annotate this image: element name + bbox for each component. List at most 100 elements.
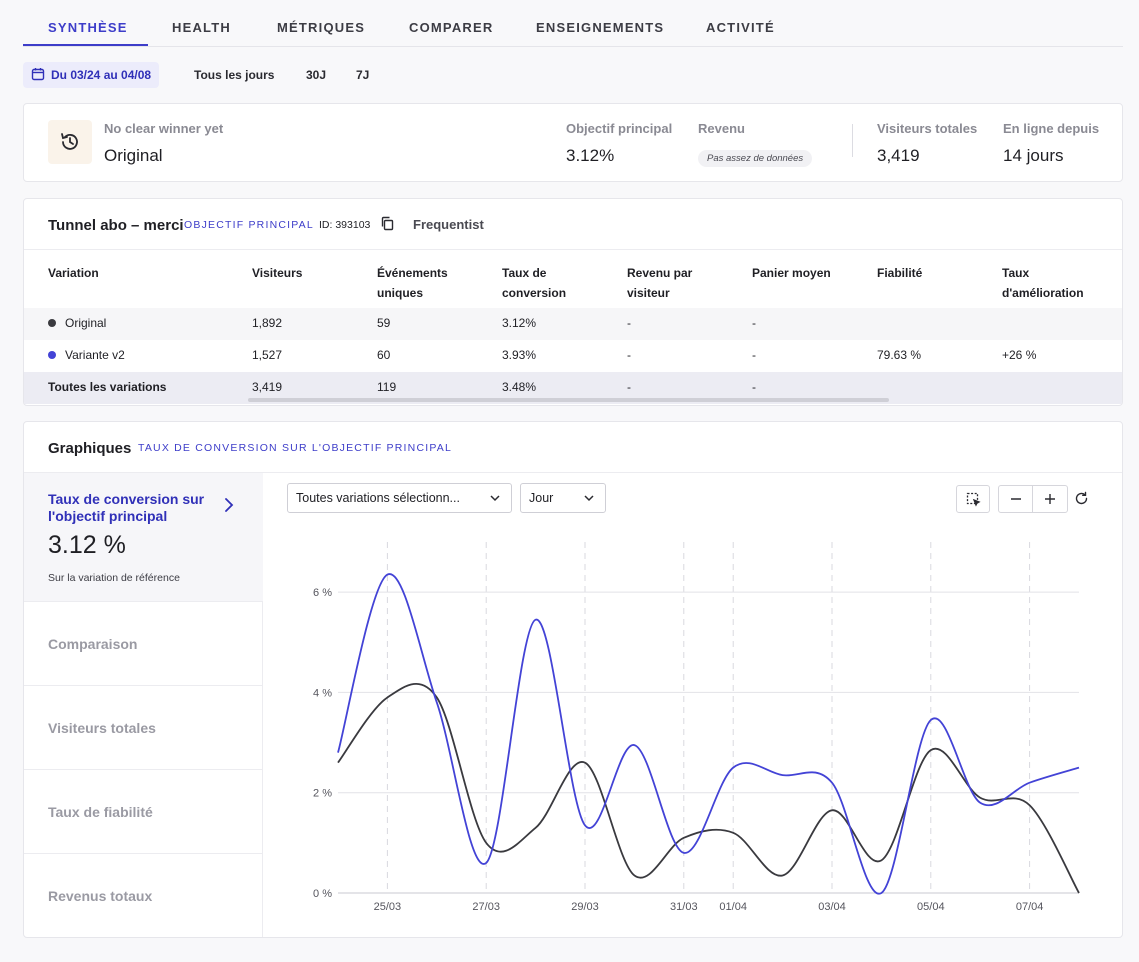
metric-conversion-rate[interactable]: Taux de conversion sur l'objectif princi… [24, 473, 263, 602]
objective-label: Objectif principal [566, 121, 673, 136]
reliability-cell: 79.63 % [877, 348, 922, 362]
refresh-icon[interactable] [1074, 491, 1089, 511]
x-tick-label: 25/03 [374, 901, 402, 913]
col-conversion-rate: Taux de conversion [502, 266, 567, 300]
y-tick-label: 4 % [313, 687, 332, 699]
chevron-right-icon [224, 497, 234, 518]
tab-enseignements[interactable]: ENSEIGNEMENTS [536, 20, 665, 35]
goal-header: Tunnel abo – merci OBJECTIF PRINCIPAL ID… [24, 199, 1122, 250]
metric-label: Comparaison [48, 636, 138, 652]
series-dot [48, 351, 56, 359]
variation-select[interactable]: Toutes variations sélectionn... [287, 483, 512, 513]
date-range-button[interactable]: Du 03/24 au 04/08 [23, 62, 160, 88]
tab-synthese[interactable]: SYNTHÈSE [48, 20, 128, 35]
y-tick-label: 6 % [313, 587, 332, 599]
basket-cell: - [752, 316, 756, 330]
improvement-cell: +26 % [1002, 348, 1037, 362]
summary-card: No clear winner yet Original Objectif pr… [23, 103, 1123, 182]
variation-cell: Original [48, 316, 106, 330]
metric-total-revenue[interactable]: Revenus totaux [24, 854, 263, 937]
col-revenue-per-visitor: Revenu par visiteur [627, 266, 693, 300]
date-range-label: Du 03/24 au 04/08 [51, 68, 152, 82]
metric-reliability[interactable]: Taux de fiabilité [24, 770, 263, 854]
x-tick-label: 05/04 [917, 901, 945, 913]
range-7-days[interactable]: 7J [356, 68, 370, 82]
col-unique-events: Événements uniques [377, 266, 448, 300]
x-tick-label: 07/04 [1016, 901, 1044, 913]
x-tick-label: 29/03 [571, 901, 599, 913]
selection-zoom-button[interactable] [956, 485, 990, 513]
metric-note: Sur la variation de référence [48, 572, 180, 584]
revenue-status-badge: Pas assez de données [698, 150, 813, 167]
metric-comparison[interactable]: Comparaison [24, 602, 263, 686]
col-improvement-rate: Taux d'amélioration [1002, 266, 1084, 300]
horizontal-scrollbar[interactable] [248, 398, 889, 402]
objective-value: 3.12% [566, 146, 615, 165]
col-visitors: Visiteurs [252, 266, 303, 280]
plus-icon [1045, 494, 1055, 504]
tab-health[interactable]: HEALTH [172, 20, 231, 35]
calendar-icon [31, 67, 45, 84]
variation-cell: Variante v2 [48, 348, 125, 362]
range-all-days[interactable]: Tous les jours [194, 68, 275, 82]
range-30-days[interactable]: 30J [306, 68, 327, 82]
active-tab-indicator [23, 44, 148, 46]
col-average-basket: Panier moyen [752, 266, 831, 280]
variation-select-value: Toutes variations sélectionn... [296, 491, 460, 505]
col-reliability: Fiabilité [877, 266, 923, 280]
history-icon [48, 120, 92, 164]
goal-id: ID: 393103 [319, 219, 371, 231]
variation-name: Variante v2 [65, 348, 125, 362]
y-tick-label: 0 % [313, 888, 332, 900]
table-row[interactable]: Variante v2 1,527 60 3.93% - - 79.63 % +… [24, 340, 1122, 372]
winner-label: No clear winner yet [104, 121, 224, 136]
revenue-cell: - [627, 348, 631, 362]
visitors-label: Visiteurs totales [877, 121, 978, 136]
tab-bar: SYNTHÈSE HEALTH MÉTRIQUES COMPARER ENSEI… [23, 0, 1123, 47]
tab-comparer[interactable]: COMPARER [409, 20, 494, 35]
visitors-cell: 1,527 [252, 348, 283, 362]
variation-name: Original [65, 316, 107, 330]
tab-activite[interactable]: ACTIVITÉ [706, 20, 775, 35]
online-label: En ligne depuis [1003, 121, 1100, 136]
x-tick-label: 01/04 [719, 901, 747, 913]
zoom-in-button[interactable] [1033, 486, 1067, 512]
winner-value: Original [104, 146, 163, 165]
chevron-down-icon [489, 492, 501, 507]
series-line-original [337, 682, 1080, 894]
x-tick-label: 27/03 [472, 901, 500, 913]
goal-tag: OBJECTIF PRINCIPAL [184, 219, 314, 231]
tab-metriques[interactable]: MÉTRIQUES [277, 20, 366, 35]
goal-table-card: Tunnel abo – merci OBJECTIF PRINCIPAL ID… [23, 198, 1123, 406]
conversion-cell: 3.12% [502, 316, 537, 330]
copy-icon[interactable] [380, 216, 395, 236]
graph-card: Graphiques TAUX DE CONVERSION SUR L'OBJE… [23, 421, 1123, 938]
revenue-label: Revenu [698, 121, 745, 136]
metric-label: Revenus totaux [48, 888, 153, 904]
conversion-cell: 3.48% [502, 380, 537, 394]
x-tick-label: 31/03 [670, 901, 698, 913]
basket-cell: - [752, 380, 756, 394]
metric-value: 3.12 % [48, 531, 126, 559]
zoom-out-button[interactable] [999, 486, 1033, 512]
y-tick-label: 2 % [313, 788, 332, 800]
events-cell: 59 [377, 316, 391, 330]
table-row[interactable]: Original 1,892 59 3.12% - - [24, 308, 1122, 340]
visitors-cell: 3,419 [252, 380, 283, 394]
visitors-cell: 1,892 [252, 316, 283, 330]
stat-method: Frequentist [413, 217, 484, 232]
metric-sidebar: Taux de conversion sur l'objectif princi… [24, 473, 263, 937]
metric-label: Visiteurs totales [48, 720, 156, 736]
variation-cell: Toutes les variations [48, 380, 167, 394]
divider [852, 124, 853, 157]
period-select[interactable]: Jour [520, 483, 606, 513]
conversion-rate-chart: 25/03 27/03 29/03 31/03 01/04 03/04 05/04 07/04… [313, 542, 1080, 913]
basket-cell: - [752, 348, 756, 362]
events-cell: 60 [377, 348, 391, 362]
minus-icon [1011, 498, 1021, 500]
online-value: 14 jours [1003, 146, 1064, 165]
graph-title: Graphiques [48, 440, 132, 457]
metric-label: Taux de fiabilité [48, 804, 153, 820]
metric-total-visitors[interactable]: Visiteurs totales [24, 686, 263, 770]
zoom-controls [998, 485, 1068, 513]
